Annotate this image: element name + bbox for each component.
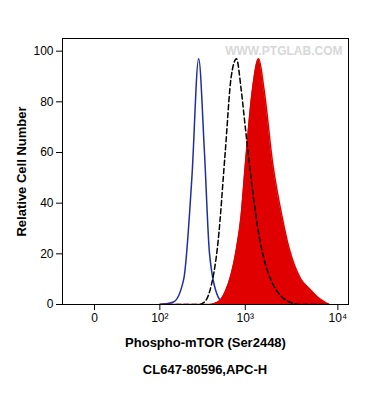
svg-text:100: 100 — [33, 44, 53, 58]
svg-text:40: 40 — [40, 196, 54, 210]
svg-text:20: 20 — [40, 247, 54, 261]
svg-text:60: 60 — [40, 145, 54, 159]
svg-text:WWW.PTGLAB.COM: WWW.PTGLAB.COM — [225, 44, 342, 58]
svg-text:Relative Cell Number: Relative Cell Number — [14, 106, 29, 236]
svg-text:10³: 10³ — [237, 311, 254, 325]
svg-text:80: 80 — [40, 95, 54, 109]
svg-text:10²: 10² — [151, 311, 168, 325]
svg-text:10⁴: 10⁴ — [329, 311, 348, 325]
svg-text:0: 0 — [47, 297, 54, 311]
html-text:CL647-80596,APC-H: CL647-80596,APC-H — [142, 362, 268, 377]
svg-text:Phospho-mTOR (Ser2448): Phospho-mTOR (Ser2448) — [125, 335, 286, 350]
svg-text:0: 0 — [91, 311, 98, 325]
